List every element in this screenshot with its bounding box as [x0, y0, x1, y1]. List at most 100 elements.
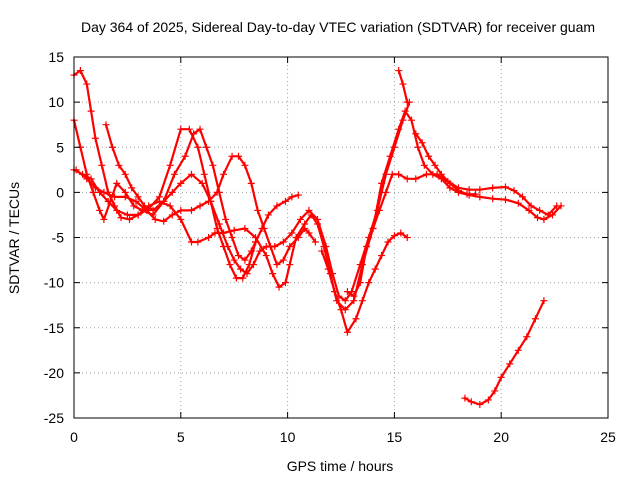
data-point [358, 297, 366, 305]
data-point [536, 206, 544, 214]
data-point [422, 170, 430, 178]
data-point [476, 193, 484, 201]
data-point [213, 188, 221, 196]
data-point [170, 170, 178, 178]
data-point [267, 243, 275, 251]
data-point [484, 396, 492, 404]
y-tick-label: 10 [48, 94, 64, 110]
data-point [412, 130, 420, 138]
data-point [465, 186, 473, 194]
data-point [196, 125, 204, 133]
y-tick-label: 0 [56, 184, 64, 200]
data-point [100, 188, 108, 196]
data-point [228, 234, 236, 241]
data-point [425, 152, 433, 160]
series-track-9 [412, 130, 480, 198]
data-point [531, 315, 539, 323]
data-point [525, 206, 533, 214]
data-point [91, 184, 99, 192]
series-trace [320, 231, 409, 334]
data-point [397, 229, 405, 237]
data-point [115, 161, 123, 169]
data-point [187, 206, 195, 214]
data-point [160, 197, 168, 205]
data-point [260, 224, 268, 232]
data-point [378, 252, 386, 260]
data-point [534, 214, 542, 222]
data-point [87, 107, 95, 115]
series-track-8 [395, 67, 411, 106]
y-tick-label: 5 [56, 139, 64, 155]
data-point [540, 297, 548, 305]
data-point [371, 265, 379, 273]
data-point [187, 170, 195, 178]
data-point [497, 373, 505, 381]
data-point [132, 197, 140, 205]
data-point [76, 67, 84, 75]
data-point [89, 188, 97, 196]
data-point [390, 143, 398, 151]
data-point [239, 274, 247, 282]
data-point [98, 161, 106, 169]
data-point [363, 243, 371, 251]
data-point [205, 197, 213, 205]
data-point [149, 206, 157, 214]
data-point [194, 143, 202, 151]
data-point [181, 152, 189, 160]
data-point [288, 229, 296, 237]
data-point [375, 206, 383, 214]
data-point [237, 265, 245, 273]
y-tick-label: -15 [44, 320, 64, 336]
data-point [527, 202, 535, 210]
data-point [134, 211, 142, 219]
data-point [491, 387, 499, 395]
data-point [395, 170, 403, 178]
data-point [311, 238, 319, 246]
data-point [113, 179, 121, 187]
data-point [476, 400, 484, 408]
data-point [463, 190, 471, 198]
data-point [241, 256, 249, 264]
data-point [104, 197, 112, 205]
data-point [232, 274, 240, 282]
data-point [126, 215, 134, 223]
data-point [241, 161, 249, 169]
data-point [553, 202, 561, 210]
data-point [314, 215, 322, 223]
data-point [168, 188, 176, 196]
data-point [343, 328, 351, 336]
data-point [431, 161, 439, 169]
x-axis-label: GPS time / hours [287, 458, 394, 474]
x-tick-label: 15 [387, 429, 403, 445]
data-point [446, 179, 454, 187]
data-point [454, 187, 462, 195]
data-point [514, 199, 522, 207]
data-point [544, 211, 552, 219]
data-point [369, 224, 377, 232]
data-point [281, 197, 289, 205]
series-track-5 [72, 152, 319, 269]
data-point [234, 152, 242, 160]
data-point [190, 130, 198, 138]
data-point [399, 80, 407, 88]
data-point [279, 238, 287, 246]
data-point [262, 252, 270, 260]
data-point [305, 229, 313, 237]
data-point [286, 261, 294, 269]
data-point [489, 195, 497, 203]
data-point [275, 283, 283, 291]
data-point [177, 179, 185, 187]
data-point [130, 202, 138, 210]
data-point [166, 202, 174, 210]
y-axis-label: SDTVAR / TECUs [6, 182, 22, 294]
data-point [403, 98, 411, 106]
x-tick-label: 5 [177, 429, 185, 445]
data-point [134, 193, 142, 201]
y-tick-label: -10 [44, 275, 64, 291]
data-point [384, 238, 392, 246]
x-tick-label: 0 [70, 429, 78, 445]
data-point [228, 152, 236, 160]
data-point [337, 306, 345, 314]
data-point [247, 179, 255, 187]
